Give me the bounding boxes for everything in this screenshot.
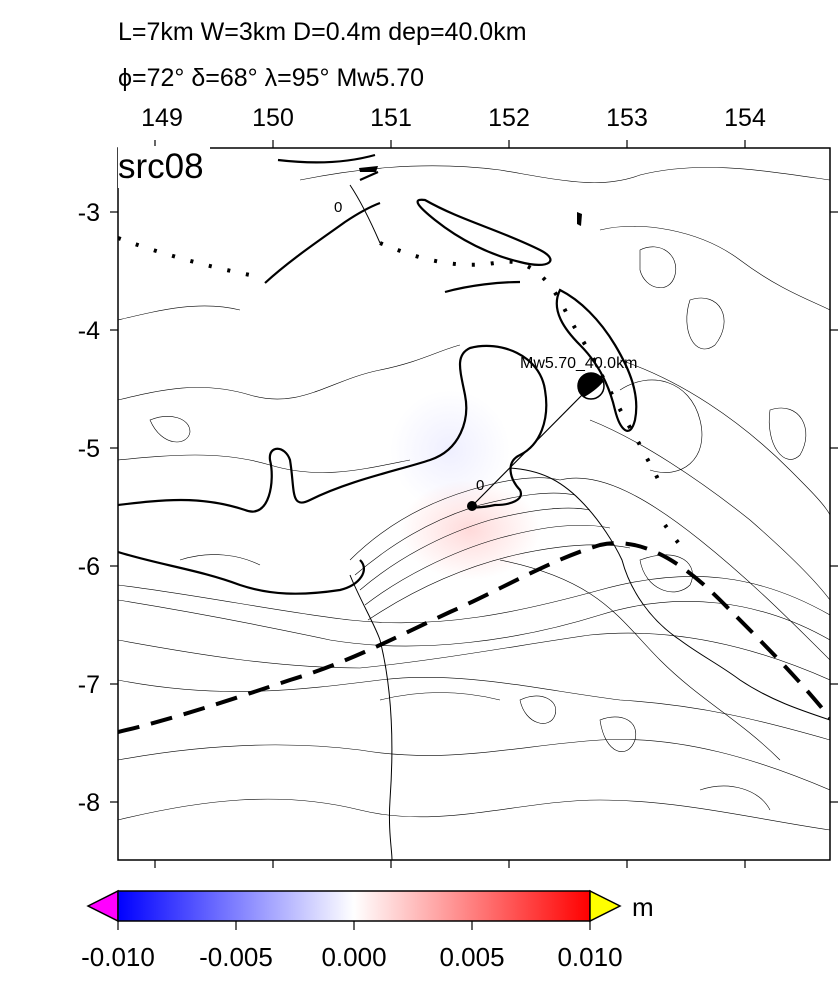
colorbar-high-extension <box>589 889 622 923</box>
map-content <box>118 153 830 860</box>
colorbar-low-extension <box>86 889 119 923</box>
title-line-2: ϕ=72° δ=68° λ=95° Mw5.70 <box>118 64 425 92</box>
lat-tick-label: -5 <box>78 435 100 463</box>
event-label: Mw5.70_40.0km <box>520 355 637 372</box>
lat-tick-label: -6 <box>78 553 100 581</box>
subsidence-shading <box>390 390 510 510</box>
lon-tick-label: 152 <box>488 104 530 132</box>
lat-tick-label: -8 <box>78 789 100 817</box>
colorbar-tick-label: -0.010 <box>81 942 155 972</box>
lon-tick-labels: 149 150 151 152 153 154 <box>141 104 766 132</box>
contour-label: 0 <box>476 477 484 494</box>
focal-mechanism-icon <box>577 372 605 400</box>
lat-tick-marks <box>110 211 838 803</box>
epicenter-marker <box>467 501 477 511</box>
lon-tick-label: 149 <box>141 104 183 132</box>
lat-tick-labels: -3 -4 -5 -6 -7 -8 <box>78 199 100 817</box>
colorbar-unit: m <box>632 892 654 922</box>
colorbar-tick-label: 0.010 <box>557 942 623 972</box>
dotted-boundary <box>118 236 690 557</box>
island-outlines <box>349 184 830 860</box>
lon-tick-label: 153 <box>606 104 648 132</box>
small-islands <box>359 166 582 226</box>
colorbar-tick-label: -0.005 <box>199 942 273 972</box>
lat-tick-label: -4 <box>78 317 100 345</box>
panel-label: src08 <box>118 146 210 188</box>
zero-contours <box>118 153 638 595</box>
trench-line <box>118 541 830 734</box>
lat-tick-label: -7 <box>78 671 100 699</box>
epicenter-link <box>471 385 592 507</box>
lon-tick-label: 151 <box>370 104 412 132</box>
lon-tick-label: 154 <box>724 104 766 132</box>
colorbar-gradient <box>117 890 591 922</box>
lon-tick-label: 150 <box>252 104 294 132</box>
colorbar-tick-label: 0.005 <box>439 942 505 972</box>
title-line-1: L=7km W=3km D=0.4m dep=40.0km <box>118 18 527 46</box>
lat-tick-label: -3 <box>78 199 100 227</box>
contour-label: 0 <box>334 199 342 216</box>
colorbar-tick-label: 0.000 <box>321 942 387 972</box>
colorbar <box>86 889 622 930</box>
